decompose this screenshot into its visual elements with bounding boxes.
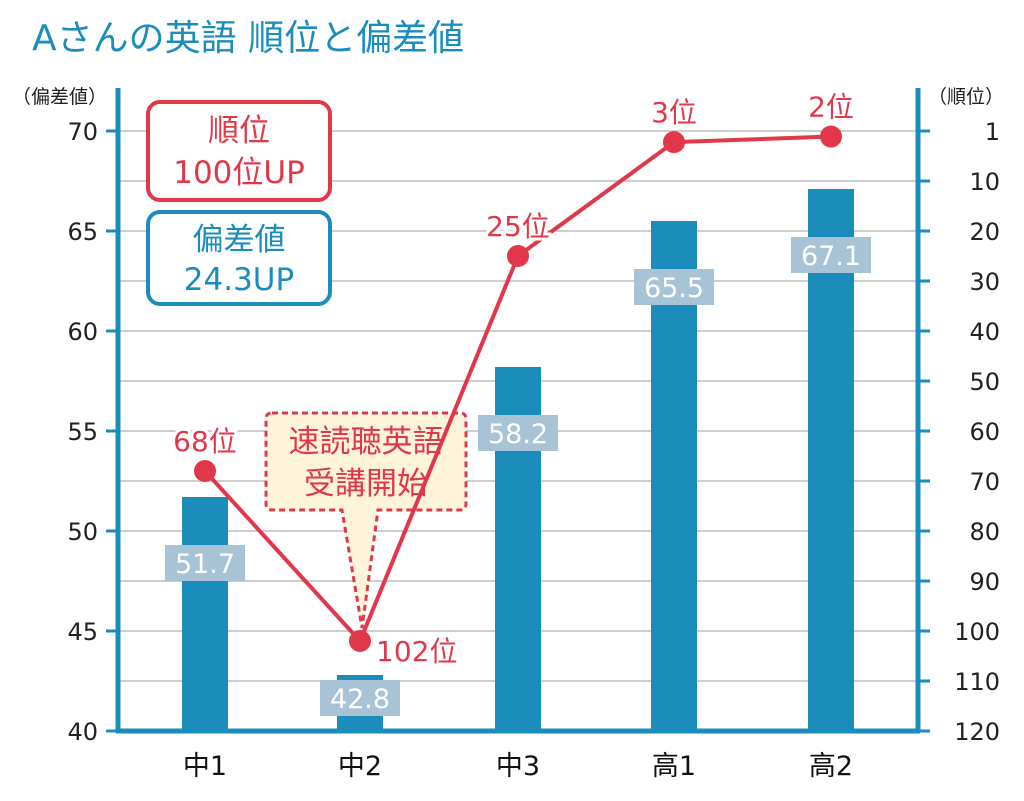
bar-value-label: 51.7	[175, 549, 235, 580]
rank-box-line1: 順位	[208, 113, 270, 149]
x-category-label: 中3	[496, 751, 540, 782]
left-axis-ticks: 40 45 50 55 60 65 70	[67, 118, 118, 746]
right-axis-unit: （順位）	[928, 86, 1004, 108]
chart-title: Aさんの英語 順位と偏差値	[32, 18, 464, 59]
right-tick-label: 80	[969, 518, 1000, 546]
left-tick-label: 40	[67, 718, 98, 746]
score-box-line2: 24.3UP	[184, 262, 294, 298]
rank-up-box: 順位 100位UP	[146, 100, 332, 202]
rank-point	[507, 245, 529, 267]
right-tick-label: 60	[969, 418, 1000, 446]
x-category-label: 中1	[183, 751, 227, 782]
callout-line2: 受講開始	[304, 466, 428, 502]
score-box-line1: 偏差値	[193, 222, 286, 258]
rank-point-label: 2位	[808, 91, 854, 124]
left-tick-label: 65	[67, 218, 98, 246]
right-tick-label: 1	[985, 118, 1000, 146]
left-tick-label: 55	[67, 418, 98, 446]
rank-point	[663, 131, 685, 154]
bar-label-bg	[478, 415, 558, 451]
right-tick-label: 20	[969, 218, 1000, 246]
bar-value-label: 42.8	[330, 684, 390, 715]
rank-point	[349, 630, 371, 652]
bar-label-bg	[634, 269, 714, 305]
callout-bubble	[264, 411, 468, 629]
left-tick-label: 60	[67, 318, 98, 346]
right-tick-label: 100	[954, 618, 1000, 646]
score-up-box: 偏差値 24.3UP	[146, 210, 332, 306]
x-axis-labels: 中1 中2 中3 高1 高2	[183, 751, 853, 782]
bar	[651, 221, 697, 731]
rank-point-label: 68位	[173, 425, 237, 458]
callout: 速読聴英語 受講開始	[264, 411, 468, 629]
left-axis-unit: （偏差値）	[12, 86, 107, 108]
bar-label-bg	[791, 237, 871, 273]
bar-value-label: 58.2	[488, 419, 548, 450]
rank-box-line2: 100位UP	[173, 155, 305, 191]
x-category-label: 高1	[652, 751, 696, 782]
right-tick-label: 70	[969, 468, 1000, 496]
bar	[182, 497, 228, 731]
bar-labels: 51.7 42.8 58.2 65.5 67.1	[165, 237, 871, 716]
rank-box-frame	[146, 100, 332, 202]
bar-label-bg	[165, 545, 245, 581]
right-tick-label: 50	[969, 368, 1000, 396]
rank-line-series: 68位 102位 25位 3位 2位	[170, 88, 857, 671]
right-tick-label: 90	[969, 568, 1000, 596]
rank-point	[194, 460, 216, 482]
bar-value-label: 67.1	[801, 241, 861, 272]
rank-point-label: 3位	[651, 96, 697, 129]
x-category-label: 中2	[338, 751, 382, 782]
rank-point-label: 25位	[486, 210, 550, 243]
score-box-frame	[146, 210, 332, 306]
left-tick-label: 70	[67, 118, 98, 146]
rank-point-label: 102位	[376, 635, 457, 668]
bar	[808, 189, 854, 731]
bar-value-label: 65.5	[644, 273, 704, 304]
callout-line1: 速読聴英語	[289, 424, 444, 460]
left-tick-label: 45	[67, 618, 98, 646]
right-tick-label: 120	[954, 718, 1000, 746]
bar-label-bg	[320, 680, 400, 716]
right-tick-label: 10	[969, 168, 1000, 196]
right-tick-label: 110	[954, 668, 1000, 696]
right-tick-label: 40	[969, 318, 1000, 346]
right-tick-label: 30	[969, 268, 1000, 296]
x-category-label: 高2	[809, 751, 853, 782]
left-tick-label: 50	[67, 518, 98, 546]
rank-point	[820, 125, 842, 148]
